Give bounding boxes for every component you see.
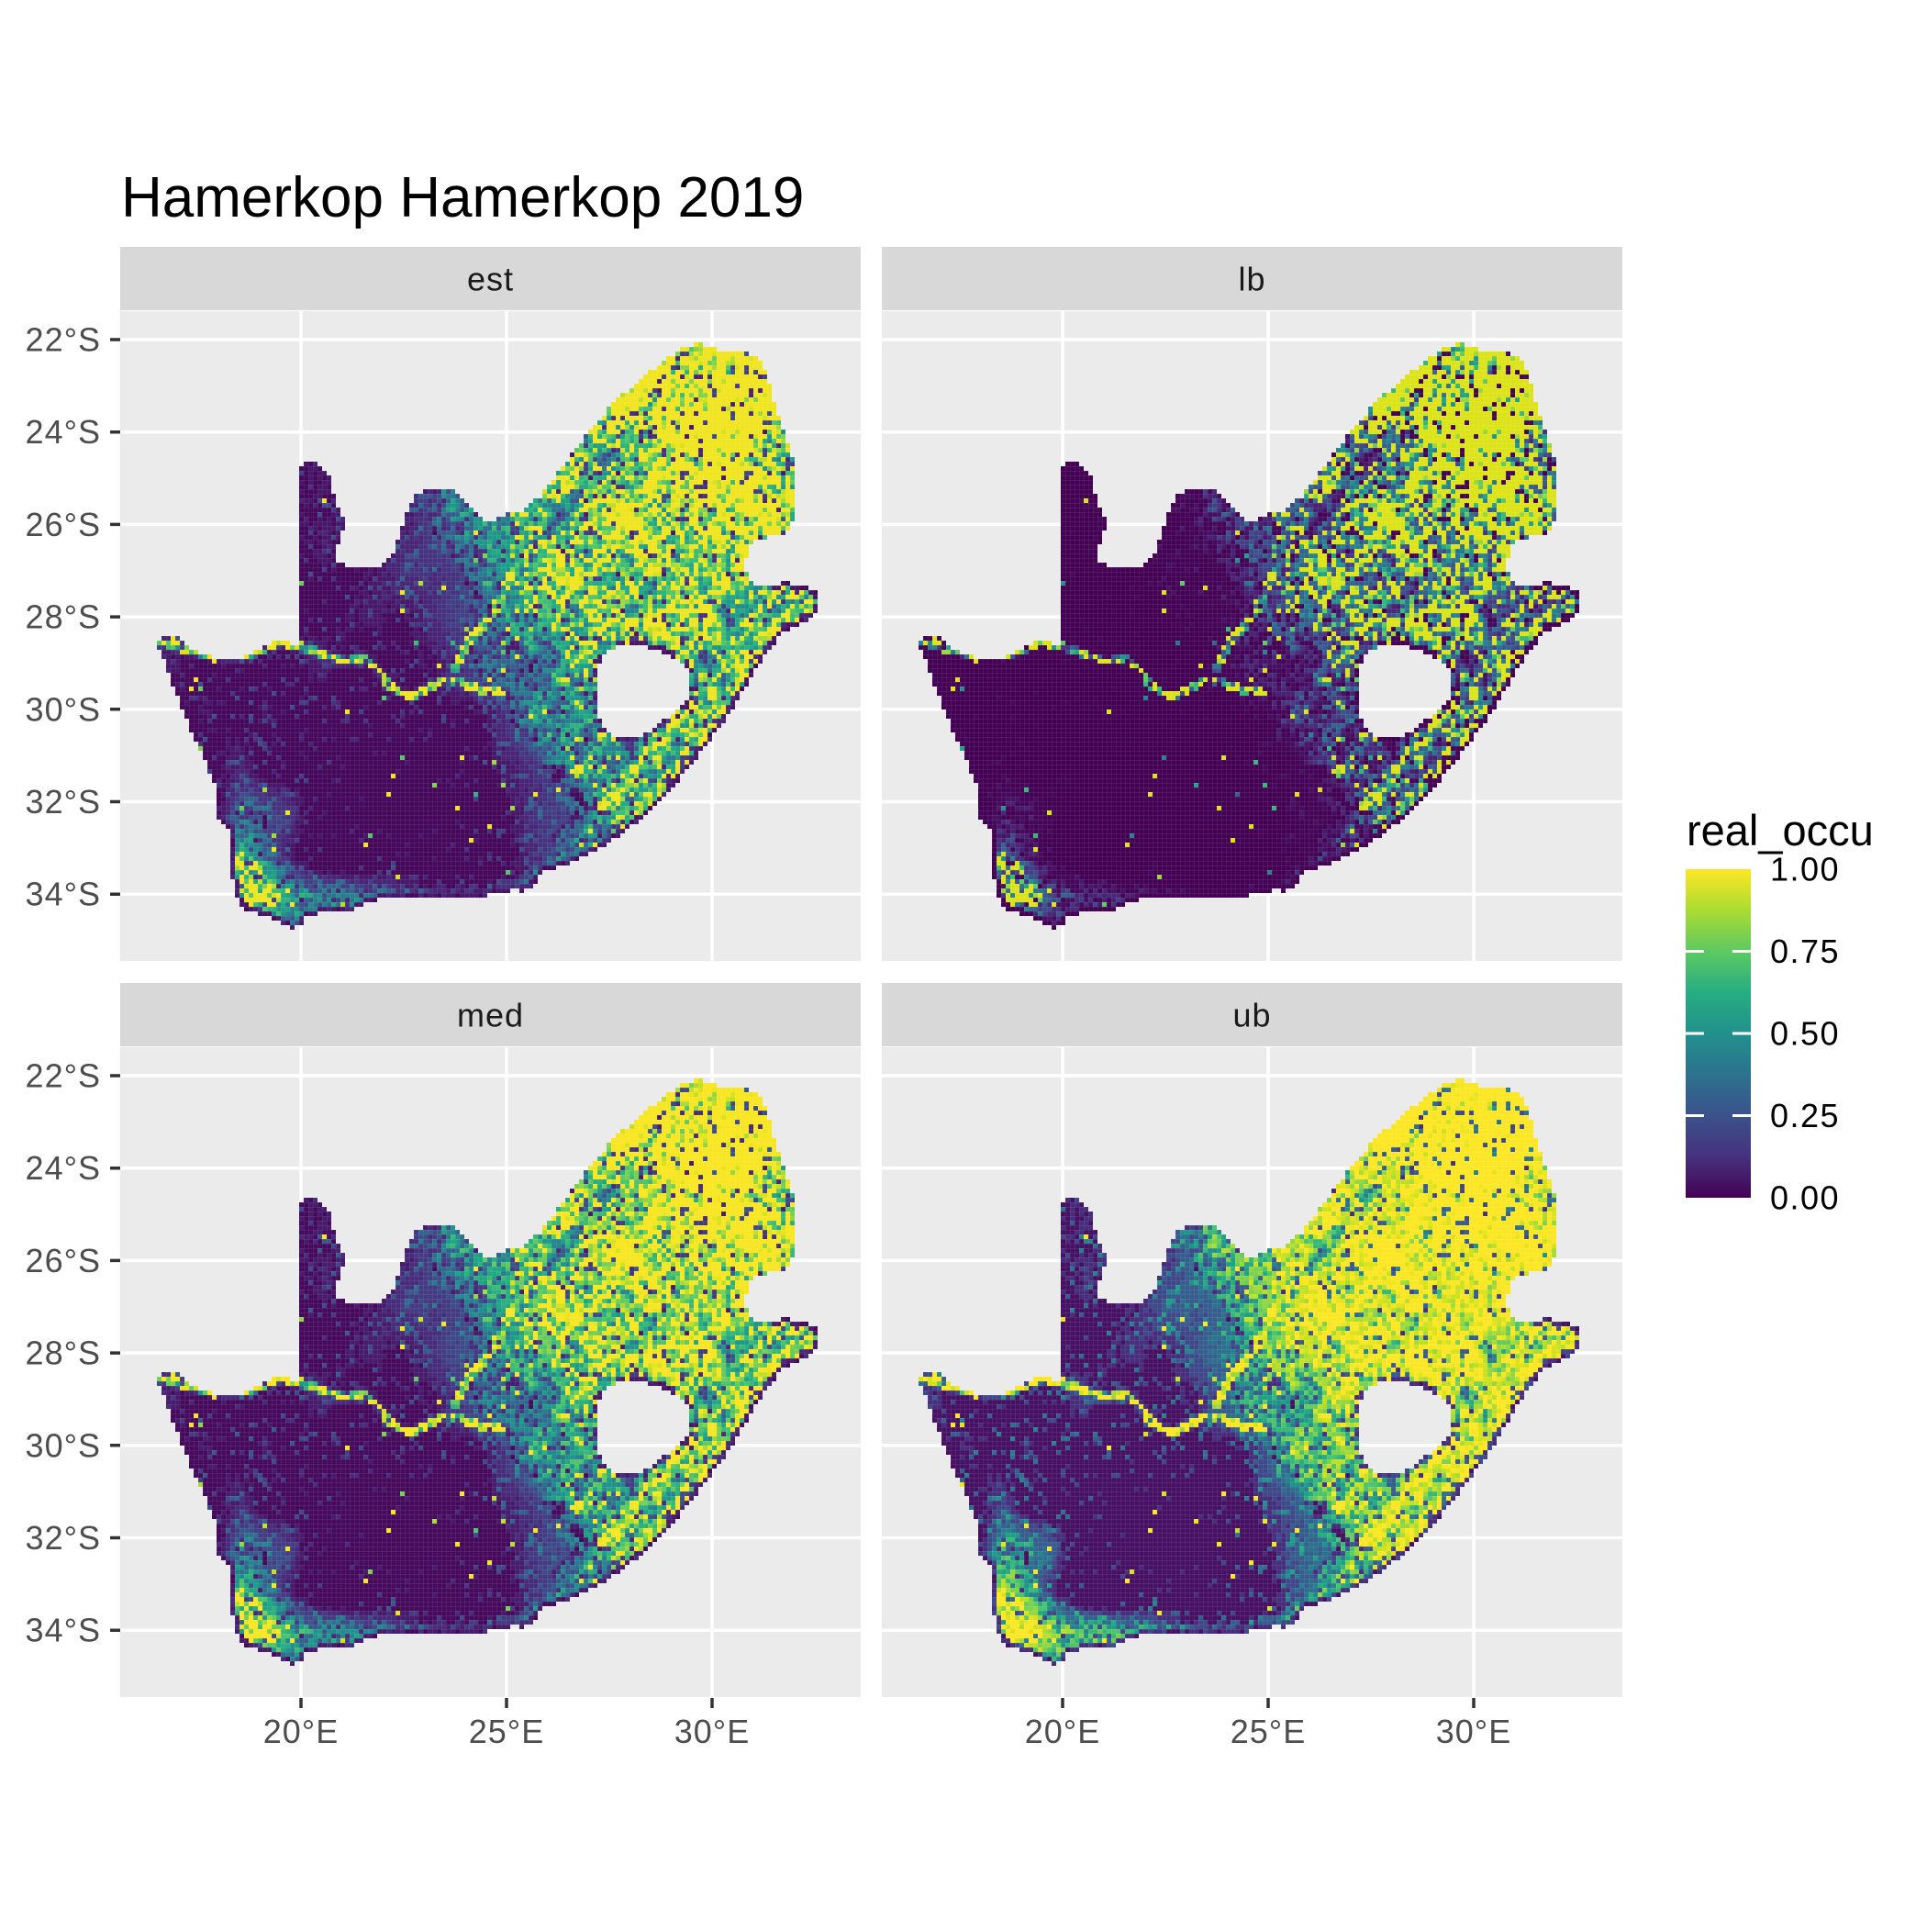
svg-text:32°S: 32°S [26,1519,101,1557]
svg-text:0.25: 0.25 [1770,1097,1840,1134]
svg-text:22°S: 22°S [26,321,101,359]
svg-text:32°S: 32°S [26,783,101,821]
svg-text:25°E: 25°E [469,1713,544,1750]
svg-text:28°S: 28°S [26,1335,101,1372]
svg-text:lb: lb [1238,261,1265,298]
svg-text:26°S: 26°S [26,506,101,543]
svg-text:30°E: 30°E [674,1713,750,1750]
svg-text:real_occu: real_occu [1687,806,1874,854]
svg-text:Hamerkop Hamerkop 2019: Hamerkop Hamerkop 2019 [121,166,804,229]
svg-text:30°S: 30°S [26,690,101,728]
svg-text:25°E: 25°E [1231,1713,1306,1750]
svg-text:ub: ub [1232,997,1271,1034]
svg-text:22°S: 22°S [26,1057,101,1095]
svg-text:24°S: 24°S [26,1149,101,1187]
svg-text:0.50: 0.50 [1770,1015,1840,1053]
svg-text:med: med [457,997,524,1034]
svg-text:24°S: 24°S [26,413,101,451]
svg-text:1.00: 1.00 [1770,851,1840,888]
svg-text:34°S: 34°S [26,876,101,913]
svg-text:26°S: 26°S [26,1242,101,1279]
svg-text:30°E: 30°E [1436,1713,1511,1750]
svg-text:20°E: 20°E [263,1713,339,1750]
svg-text:0.75: 0.75 [1770,932,1840,970]
svg-text:20°E: 20°E [1025,1713,1100,1750]
svg-text:est: est [467,261,514,298]
svg-text:30°S: 30°S [26,1426,101,1464]
svg-text:0.00: 0.00 [1770,1179,1840,1217]
svg-text:28°S: 28°S [26,598,101,636]
svg-text:34°S: 34°S [26,1612,101,1649]
